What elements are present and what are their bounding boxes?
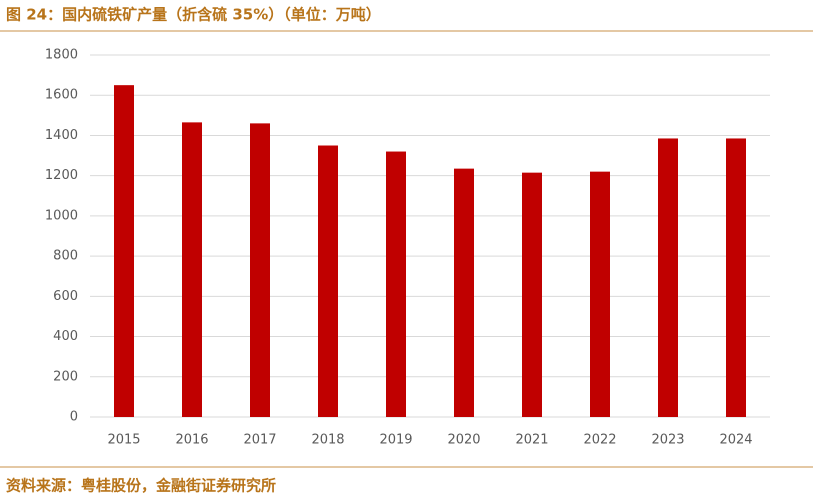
y-tick-label: 1800 xyxy=(45,48,78,63)
bar xyxy=(726,138,746,417)
bar xyxy=(590,171,610,417)
x-tick-label: 2015 xyxy=(107,433,140,448)
x-tick-label: 2019 xyxy=(379,433,412,448)
x-tick-label: 2021 xyxy=(515,433,548,448)
x-tick-label: 2018 xyxy=(311,433,344,448)
x-tick-label: 2017 xyxy=(243,433,276,448)
bar xyxy=(250,123,270,417)
bar xyxy=(658,138,678,417)
y-tick-label: 0 xyxy=(70,410,78,425)
x-tick-label: 2016 xyxy=(175,433,208,448)
x-tick-label: 2022 xyxy=(583,433,616,448)
x-tick-label: 2023 xyxy=(651,433,684,448)
bar xyxy=(454,168,474,417)
bar xyxy=(182,122,202,417)
source-note: 资料来源：粤桂股份，金融街证券研究所 xyxy=(6,477,276,495)
y-tick-label: 1400 xyxy=(45,128,78,143)
x-tick-label: 2024 xyxy=(719,433,752,448)
bar xyxy=(318,145,338,417)
y-tick-label: 600 xyxy=(53,289,78,304)
bar xyxy=(114,85,134,418)
chart-title: 图 24：国内硫铁矿产量（折含硫 35%）（单位：万吨） xyxy=(6,6,381,24)
bar xyxy=(386,151,406,418)
y-tick-label: 400 xyxy=(53,329,78,344)
y-tick-label: 200 xyxy=(53,369,78,384)
y-tick-label: 800 xyxy=(53,249,78,264)
x-tick-label: 2020 xyxy=(447,433,480,448)
y-tick-label: 1000 xyxy=(45,208,78,223)
y-tick-label: 1200 xyxy=(45,168,78,183)
bar xyxy=(522,172,542,417)
y-tick-label: 1600 xyxy=(45,88,78,103)
